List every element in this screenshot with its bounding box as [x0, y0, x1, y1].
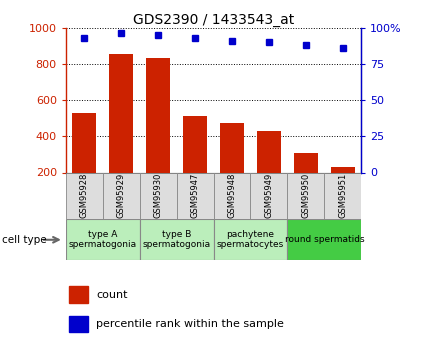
Bar — [257, 131, 281, 172]
Bar — [66, 219, 140, 260]
Bar — [294, 154, 318, 172]
Text: percentile rank within the sample: percentile rank within the sample — [96, 319, 284, 329]
Bar — [177, 172, 213, 219]
Bar — [66, 172, 103, 219]
Bar — [220, 123, 244, 172]
Text: GSM95948: GSM95948 — [227, 173, 237, 218]
Text: GSM95949: GSM95949 — [264, 173, 273, 218]
Bar — [146, 58, 170, 172]
Bar — [287, 219, 361, 260]
Bar — [103, 172, 140, 219]
Bar — [213, 219, 287, 260]
Bar — [69, 286, 88, 303]
Bar — [140, 172, 177, 219]
Text: GSM95951: GSM95951 — [338, 173, 347, 218]
Text: pachytene
spermatocytes: pachytene spermatocytes — [217, 230, 284, 249]
Text: GSM95929: GSM95929 — [117, 173, 126, 218]
Title: GDS2390 / 1433543_at: GDS2390 / 1433543_at — [133, 12, 294, 27]
Text: type A
spermatogonia: type A spermatogonia — [69, 230, 137, 249]
Bar — [331, 167, 355, 172]
Text: cell type: cell type — [2, 235, 47, 245]
Bar — [213, 172, 250, 219]
Text: count: count — [96, 290, 128, 300]
Text: GSM95928: GSM95928 — [80, 173, 89, 218]
Text: GSM95930: GSM95930 — [154, 173, 163, 218]
Bar — [72, 113, 96, 172]
Bar — [183, 116, 207, 172]
Bar — [250, 172, 287, 219]
Bar — [109, 54, 133, 172]
Bar — [287, 172, 324, 219]
Text: GSM95947: GSM95947 — [190, 173, 200, 218]
Text: round spermatids: round spermatids — [284, 235, 364, 244]
Bar — [324, 172, 361, 219]
Bar — [140, 219, 213, 260]
Bar — [69, 316, 88, 332]
Text: type B
spermatogonia: type B spermatogonia — [142, 230, 211, 249]
Text: GSM95950: GSM95950 — [301, 173, 310, 218]
